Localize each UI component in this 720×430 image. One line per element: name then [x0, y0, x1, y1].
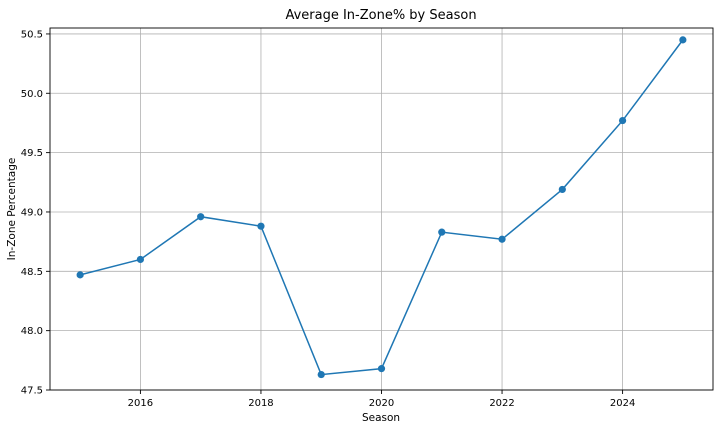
grid — [50, 28, 713, 391]
y-tick-label: 49.0 — [21, 207, 43, 218]
ticks: 2016 2018 2020 2022 2024 47.5 48.0 48.5 49.0 49.5… — [21, 29, 636, 409]
x-tick-label: 2018 — [248, 398, 273, 409]
y-tick-label: 50.0 — [21, 89, 43, 100]
data-point — [498, 235, 506, 243]
data-point — [257, 222, 265, 230]
data-point — [618, 116, 627, 125]
data-point — [438, 228, 446, 236]
y-tick-label: 48.0 — [21, 326, 43, 337]
x-tick-label: 2024 — [610, 398, 635, 409]
chart-title: Average In-Zone% by Season — [285, 8, 476, 23]
y-axis-label: In-Zone Percentage — [6, 158, 18, 261]
data-point — [679, 36, 687, 44]
data-point — [558, 185, 566, 194]
x-tick-label: 2016 — [128, 398, 153, 409]
x-tick-label: 2022 — [489, 398, 514, 409]
y-tick-label: 48.5 — [21, 267, 43, 278]
series-group — [76, 36, 687, 379]
data-point — [136, 255, 145, 264]
y-tick-label: 49.5 — [21, 148, 43, 159]
x-axis-label: Season — [362, 412, 400, 424]
data-point — [317, 370, 325, 379]
y-tick-label: 50.5 — [21, 29, 43, 40]
data-point — [76, 271, 84, 279]
y-tick-label: 47.5 — [21, 386, 43, 397]
x-tick-label: 2020 — [369, 398, 394, 409]
data-point — [197, 213, 205, 221]
data-point — [377, 365, 386, 373]
